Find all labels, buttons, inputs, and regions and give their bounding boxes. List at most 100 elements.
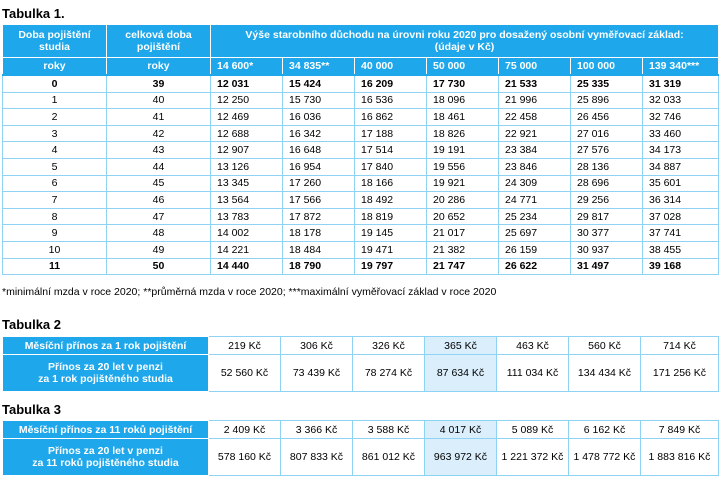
pension-cell: 18 492 xyxy=(354,191,427,209)
pension-cell: 18 484 xyxy=(282,240,355,259)
total-benefit-cell: 807 833 Kč xyxy=(280,438,353,476)
total-years-cell: 39 xyxy=(106,73,211,93)
table-row: 6 45 13 345 17 260 18 166 19 921 24 309 28 696 3… xyxy=(2,174,720,193)
total-years-cell: 40 xyxy=(106,91,211,110)
header-pension-amount: Výše starobního důchodu na úrovni roku 2… xyxy=(209,24,720,58)
monthly-benefit-label: Měsíční přínos za 11 roků pojištění xyxy=(2,420,209,439)
pension-cell: 16 536 xyxy=(354,91,427,110)
unit-years: roky xyxy=(2,57,107,76)
pension-table: Doba pojištění studia celková doba pojiště… xyxy=(2,24,720,276)
pension-cell: 37 028 xyxy=(641,207,720,226)
pension-cell: 17 730 xyxy=(426,73,499,93)
pension-cell: 17 566 xyxy=(282,191,355,209)
pension-cell: 21 747 xyxy=(426,257,499,276)
assessment-base-header: 139 340*** xyxy=(641,57,720,76)
pension-cell: 14 440 xyxy=(210,257,283,276)
pension-cell: 13 783 xyxy=(210,207,283,226)
pension-cell: 31 497 xyxy=(570,257,643,276)
pension-cell: 16 862 xyxy=(354,108,427,126)
pension-cell: 34 173 xyxy=(641,141,720,159)
pension-cell: 17 872 xyxy=(282,207,355,226)
pension-cell: 26 456 xyxy=(570,108,643,126)
pension-cell: 38 455 xyxy=(641,240,720,259)
pension-cell: 18 166 xyxy=(354,174,427,193)
total-benefit-cell: 861 012 Kč xyxy=(352,438,425,476)
pension-cell: 17 514 xyxy=(354,141,427,159)
pension-cell: 17 260 xyxy=(282,174,355,193)
monthly-benefit-cell: 3 588 Kč xyxy=(352,420,425,439)
pension-cell: 18 819 xyxy=(354,207,427,226)
pension-cell: 19 145 xyxy=(354,224,427,242)
total-benefit-cell: 1 221 372 Kč xyxy=(496,438,569,476)
study-years-cell: 8 xyxy=(2,207,107,226)
table-row: 11 50 14 440 18 790 19 797 21 747 26 622 31 497… xyxy=(2,257,720,276)
total-benefit-cell: 87 634 Kč xyxy=(424,354,497,392)
pension-cell: 16 648 xyxy=(282,141,355,159)
pension-cell: 22 458 xyxy=(498,108,571,126)
study-years-cell: 9 xyxy=(2,224,107,242)
total-benefit-cell: 78 274 Kč xyxy=(352,354,425,392)
pension-cell: 35 601 xyxy=(641,174,720,193)
pension-cell: 26 159 xyxy=(498,240,571,259)
pension-cell: 32 033 xyxy=(641,91,720,110)
pension-cell: 17 188 xyxy=(354,124,427,143)
pension-cell: 14 221 xyxy=(210,240,283,259)
table-row: 7 46 13 564 17 566 18 492 20 286 24 771 29 256 3… xyxy=(2,191,720,209)
monthly-benefit-cell: 463 Kč xyxy=(496,336,569,355)
study-years-cell: 1 xyxy=(2,91,107,110)
pension-cell: 26 622 xyxy=(498,257,571,276)
monthly-benefit-cell: 219 Kč xyxy=(208,336,281,355)
monthly-benefit-cell: 306 Kč xyxy=(280,336,353,355)
table-row: 2 41 12 469 16 036 16 862 18 461 22 458 26 456 3… xyxy=(2,108,720,126)
pension-cell: 14 002 xyxy=(210,224,283,242)
pension-cell: 31 319 xyxy=(641,73,720,93)
total-benefit-cell: 171 256 Kč xyxy=(640,354,719,392)
table-row: 8 47 13 783 17 872 18 819 20 652 25 234 29 817 3… xyxy=(2,207,720,226)
pension-cell: 16 342 xyxy=(282,124,355,143)
total-years-cell: 44 xyxy=(106,157,211,176)
study-years-cell: 0 xyxy=(2,73,107,93)
table-row: 3 42 12 688 16 342 17 188 18 826 22 921 27 016 3… xyxy=(2,124,720,143)
pension-cell: 24 771 xyxy=(498,191,571,209)
pension-cell: 29 817 xyxy=(570,207,643,226)
study-years-cell: 6 xyxy=(2,174,107,193)
pension-cell: 13 564 xyxy=(210,191,283,209)
header-total-insurance: celková doba pojištění xyxy=(106,24,211,58)
twenty-year-benefit-label: Přínos za 20 let v penzi za 11 roků pojiš… xyxy=(2,438,209,476)
pension-cell: 27 016 xyxy=(570,124,643,143)
table1-caption: Tabulka 1. xyxy=(2,6,65,21)
table-row: 5 44 13 126 16 954 17 840 19 556 23 846 28 136 3… xyxy=(2,157,720,176)
pension-cell: 18 461 xyxy=(426,108,499,126)
monthly-benefit-cell: 326 Kč xyxy=(352,336,425,355)
total-benefit-cell: 1 883 816 Kč xyxy=(640,438,719,476)
monthly-benefit-cell: 560 Kč xyxy=(568,336,641,355)
pension-cell: 18 096 xyxy=(426,91,499,110)
unit-years: roky xyxy=(106,57,211,76)
pension-cell: 36 314 xyxy=(641,191,720,209)
table-row: 10 49 14 221 18 484 19 471 21 382 26 159 30 937… xyxy=(2,240,720,259)
pension-cell: 39 168 xyxy=(641,257,720,276)
study-years-cell: 2 xyxy=(2,108,107,126)
monthly-benefit-cell: 714 Kč xyxy=(640,336,719,355)
pension-cell: 16 036 xyxy=(282,108,355,126)
monthly-benefit-cell: 6 162 Kč xyxy=(568,420,641,439)
pension-cell: 19 921 xyxy=(426,174,499,193)
benefit-table-1-year: Měsíční přínos za 1 rok pojištění 219 Kč 3… xyxy=(2,336,719,392)
pension-cell: 20 286 xyxy=(426,191,499,209)
pension-cell: 19 797 xyxy=(354,257,427,276)
total-years-cell: 43 xyxy=(106,141,211,159)
study-years-cell: 5 xyxy=(2,157,107,176)
pension-cell: 18 826 xyxy=(426,124,499,143)
pension-cell: 20 652 xyxy=(426,207,499,226)
footnote: *minimální mzda v roce 2020; **průměrná … xyxy=(2,286,497,298)
pension-cell: 19 471 xyxy=(354,240,427,259)
pension-cell: 15 730 xyxy=(282,91,355,110)
pension-cell: 15 424 xyxy=(282,73,355,93)
pension-cell: 33 460 xyxy=(641,124,720,143)
study-years-cell: 4 xyxy=(2,141,107,159)
assessment-base-header: 50 000 xyxy=(426,57,499,76)
study-years-cell: 3 xyxy=(2,124,107,143)
monthly-benefit-cell: 3 366 Kč xyxy=(280,420,353,439)
pension-cell: 12 031 xyxy=(210,73,283,93)
monthly-benefit-cell: 4 017 Kč xyxy=(424,420,497,439)
